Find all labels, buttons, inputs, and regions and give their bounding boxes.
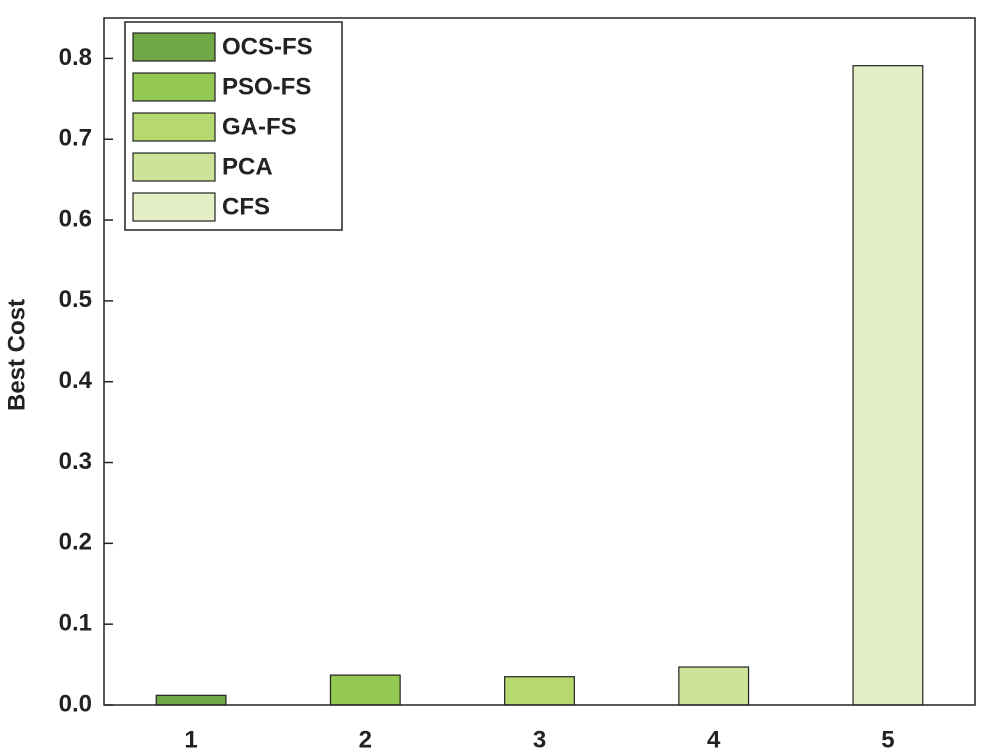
x-tick-label: 4 <box>707 726 721 753</box>
legend-label: OCS-FS <box>222 33 313 60</box>
plot-frame <box>103 17 976 706</box>
bar <box>329 674 401 706</box>
y-tick-label: 0.2 <box>59 529 92 556</box>
bar <box>155 694 227 706</box>
legend-swatch <box>132 32 216 62</box>
y-tick-label: 0.6 <box>59 205 92 232</box>
legend-swatch <box>132 152 216 182</box>
bar <box>852 65 924 706</box>
legend-swatch <box>132 72 216 102</box>
legend-label: PSO-FS <box>222 73 311 100</box>
x-tick-label: 2 <box>359 726 372 753</box>
bar <box>678 666 750 706</box>
y-tick-label: 0.4 <box>59 367 93 394</box>
legend-swatch <box>132 112 216 142</box>
legend-label: CFS <box>222 193 270 220</box>
y-tick-label: 0.5 <box>59 286 92 313</box>
y-tick-label: 0.0 <box>59 690 92 717</box>
legend-label: PCA <box>222 153 273 180</box>
x-tick-label: 5 <box>881 726 894 753</box>
y-tick-label: 0.7 <box>59 125 92 152</box>
y-axis-label: Best Cost <box>3 299 30 411</box>
x-tick-label: 1 <box>184 726 197 753</box>
y-tick-label: 0.8 <box>59 44 92 71</box>
y-tick-label: 0.1 <box>59 610 92 637</box>
legend-label: GA-FS <box>222 113 297 140</box>
legend-swatch <box>132 192 216 222</box>
y-tick-label: 0.3 <box>59 448 92 475</box>
bar <box>504 676 575 706</box>
x-tick-label: 3 <box>533 726 546 753</box>
